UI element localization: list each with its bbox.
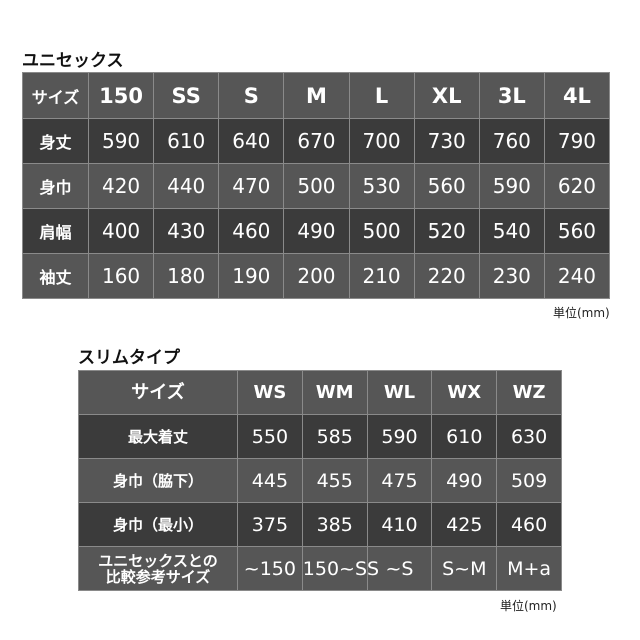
- slim-title: スリムタイプ: [78, 348, 180, 368]
- table-cell: WL: [366, 370, 433, 415]
- table-cell: 730: [413, 118, 480, 164]
- table-cell: SS: [153, 72, 220, 119]
- table-cell: WX: [431, 370, 498, 415]
- table-cell: 670: [283, 118, 350, 164]
- row-label: 身丈: [22, 118, 89, 164]
- table-cell: 440: [153, 163, 220, 209]
- table-cell: 610: [431, 414, 498, 459]
- table-cell: 500: [348, 208, 415, 254]
- table-cell: 220: [413, 253, 480, 299]
- table-cell: 425: [431, 502, 498, 547]
- table-cell: 200: [283, 253, 350, 299]
- table-cell: 385: [301, 502, 368, 547]
- table-cell: 410: [366, 502, 433, 547]
- table-cell: 180: [153, 253, 220, 299]
- row-label: 肩幅: [22, 208, 89, 254]
- table-cell: L: [348, 72, 415, 119]
- table-cell: 590: [87, 118, 155, 164]
- slim-size-table: サイズ WS WM WL WX WZ 最大着丈 550 585 590 610 630 身巾（脇下） 44…: [78, 370, 562, 591]
- table-cell: 760: [478, 118, 545, 164]
- table-cell: 460: [496, 502, 562, 547]
- table-cell: 160: [87, 253, 155, 299]
- table-cell: 375: [237, 502, 303, 547]
- row-label: 身巾（脇下）: [78, 458, 238, 503]
- table-cell: 610: [153, 118, 220, 164]
- table-row: 身丈 590 610 640 670 700 730 760 790: [22, 118, 611, 164]
- unisex-size-table: サイズ 150 SS S M L XL 3L 4L 身丈 590 610 640 670 700 730 760…: [22, 72, 611, 299]
- table-cell: ~S: [366, 546, 433, 591]
- slim-unit-label: 単位(mm): [500, 599, 557, 613]
- table-cell: 490: [431, 458, 498, 503]
- table-cell: 475: [366, 458, 433, 503]
- table-cell: 240: [543, 253, 611, 299]
- table-cell: 150: [87, 72, 155, 119]
- table-row: 肩幅 400 430 460 490 500 520 540 560: [22, 208, 611, 254]
- table-cell: ~150: [237, 546, 303, 591]
- table-cell: WZ: [496, 370, 562, 415]
- table-cell: 550: [237, 414, 303, 459]
- table-cell: 560: [543, 208, 611, 254]
- table-cell: S: [218, 72, 285, 119]
- header-row: サイズ WS WM WL WX WZ: [78, 370, 562, 415]
- table-cell: 190: [218, 253, 285, 299]
- table-cell: 210: [348, 253, 415, 299]
- table-cell: 630: [496, 414, 562, 459]
- table-cell: 455: [301, 458, 368, 503]
- table-row: 最大着丈 550 585 590 610 630: [78, 414, 562, 459]
- header-row: サイズ 150 SS S M L XL 3L 4L: [22, 72, 611, 119]
- table-cell: 3L: [478, 72, 545, 119]
- table-row: 身巾（最小） 375 385 410 425 460: [78, 502, 562, 547]
- table-row: 身巾（脇下） 445 455 475 490 509: [78, 458, 562, 503]
- table-cell: 420: [87, 163, 155, 209]
- table-cell: 530: [348, 163, 415, 209]
- table-cell: M: [283, 72, 350, 119]
- table-cell: 490: [283, 208, 350, 254]
- table-cell: XL: [413, 72, 480, 119]
- table-cell: 620: [543, 163, 611, 209]
- table-cell: 520: [413, 208, 480, 254]
- table-row: ユニセックスとの 比較参考サイズ ~150 150~SS ~S S~M M+a: [78, 546, 562, 591]
- table-row: 袖丈 160 180 190 200 210 220 230 240: [22, 253, 611, 299]
- row-label: サイズ: [22, 72, 89, 119]
- table-cell: 560: [413, 163, 480, 209]
- table-cell: WS: [237, 370, 303, 415]
- table-cell: 230: [478, 253, 545, 299]
- table-cell: 400: [87, 208, 155, 254]
- table-cell: 150~SS: [301, 546, 379, 591]
- table-cell: 790: [543, 118, 611, 164]
- row-label: サイズ: [78, 370, 238, 415]
- table-cell: 540: [478, 208, 545, 254]
- table-cell: 585: [301, 414, 368, 459]
- table-cell: 470: [218, 163, 285, 209]
- row-label: 身巾: [22, 163, 89, 209]
- table-cell: 460: [218, 208, 285, 254]
- unisex-unit-label: 単位(mm): [553, 306, 610, 320]
- table-cell: 509: [496, 458, 562, 503]
- table-row: 身巾 420 440 470 500 530 560 590 620: [22, 163, 611, 209]
- table-cell: 500: [283, 163, 350, 209]
- row-label: ユニセックスとの 比較参考サイズ: [78, 546, 238, 591]
- unisex-title: ユニセックス: [22, 51, 124, 71]
- table-cell: 4L: [543, 72, 611, 119]
- table-cell: S~M: [431, 546, 498, 591]
- row-label: 身巾（最小）: [78, 502, 238, 547]
- table-cell: 445: [237, 458, 303, 503]
- table-cell: 640: [218, 118, 285, 164]
- table-cell: WM: [301, 370, 368, 415]
- table-cell: 590: [366, 414, 433, 459]
- row-label: 袖丈: [22, 253, 89, 299]
- table-cell: M+a: [496, 546, 562, 591]
- table-cell: 700: [348, 118, 415, 164]
- table-cell: 430: [153, 208, 220, 254]
- table-cell: 590: [478, 163, 545, 209]
- row-label: 最大着丈: [78, 414, 238, 459]
